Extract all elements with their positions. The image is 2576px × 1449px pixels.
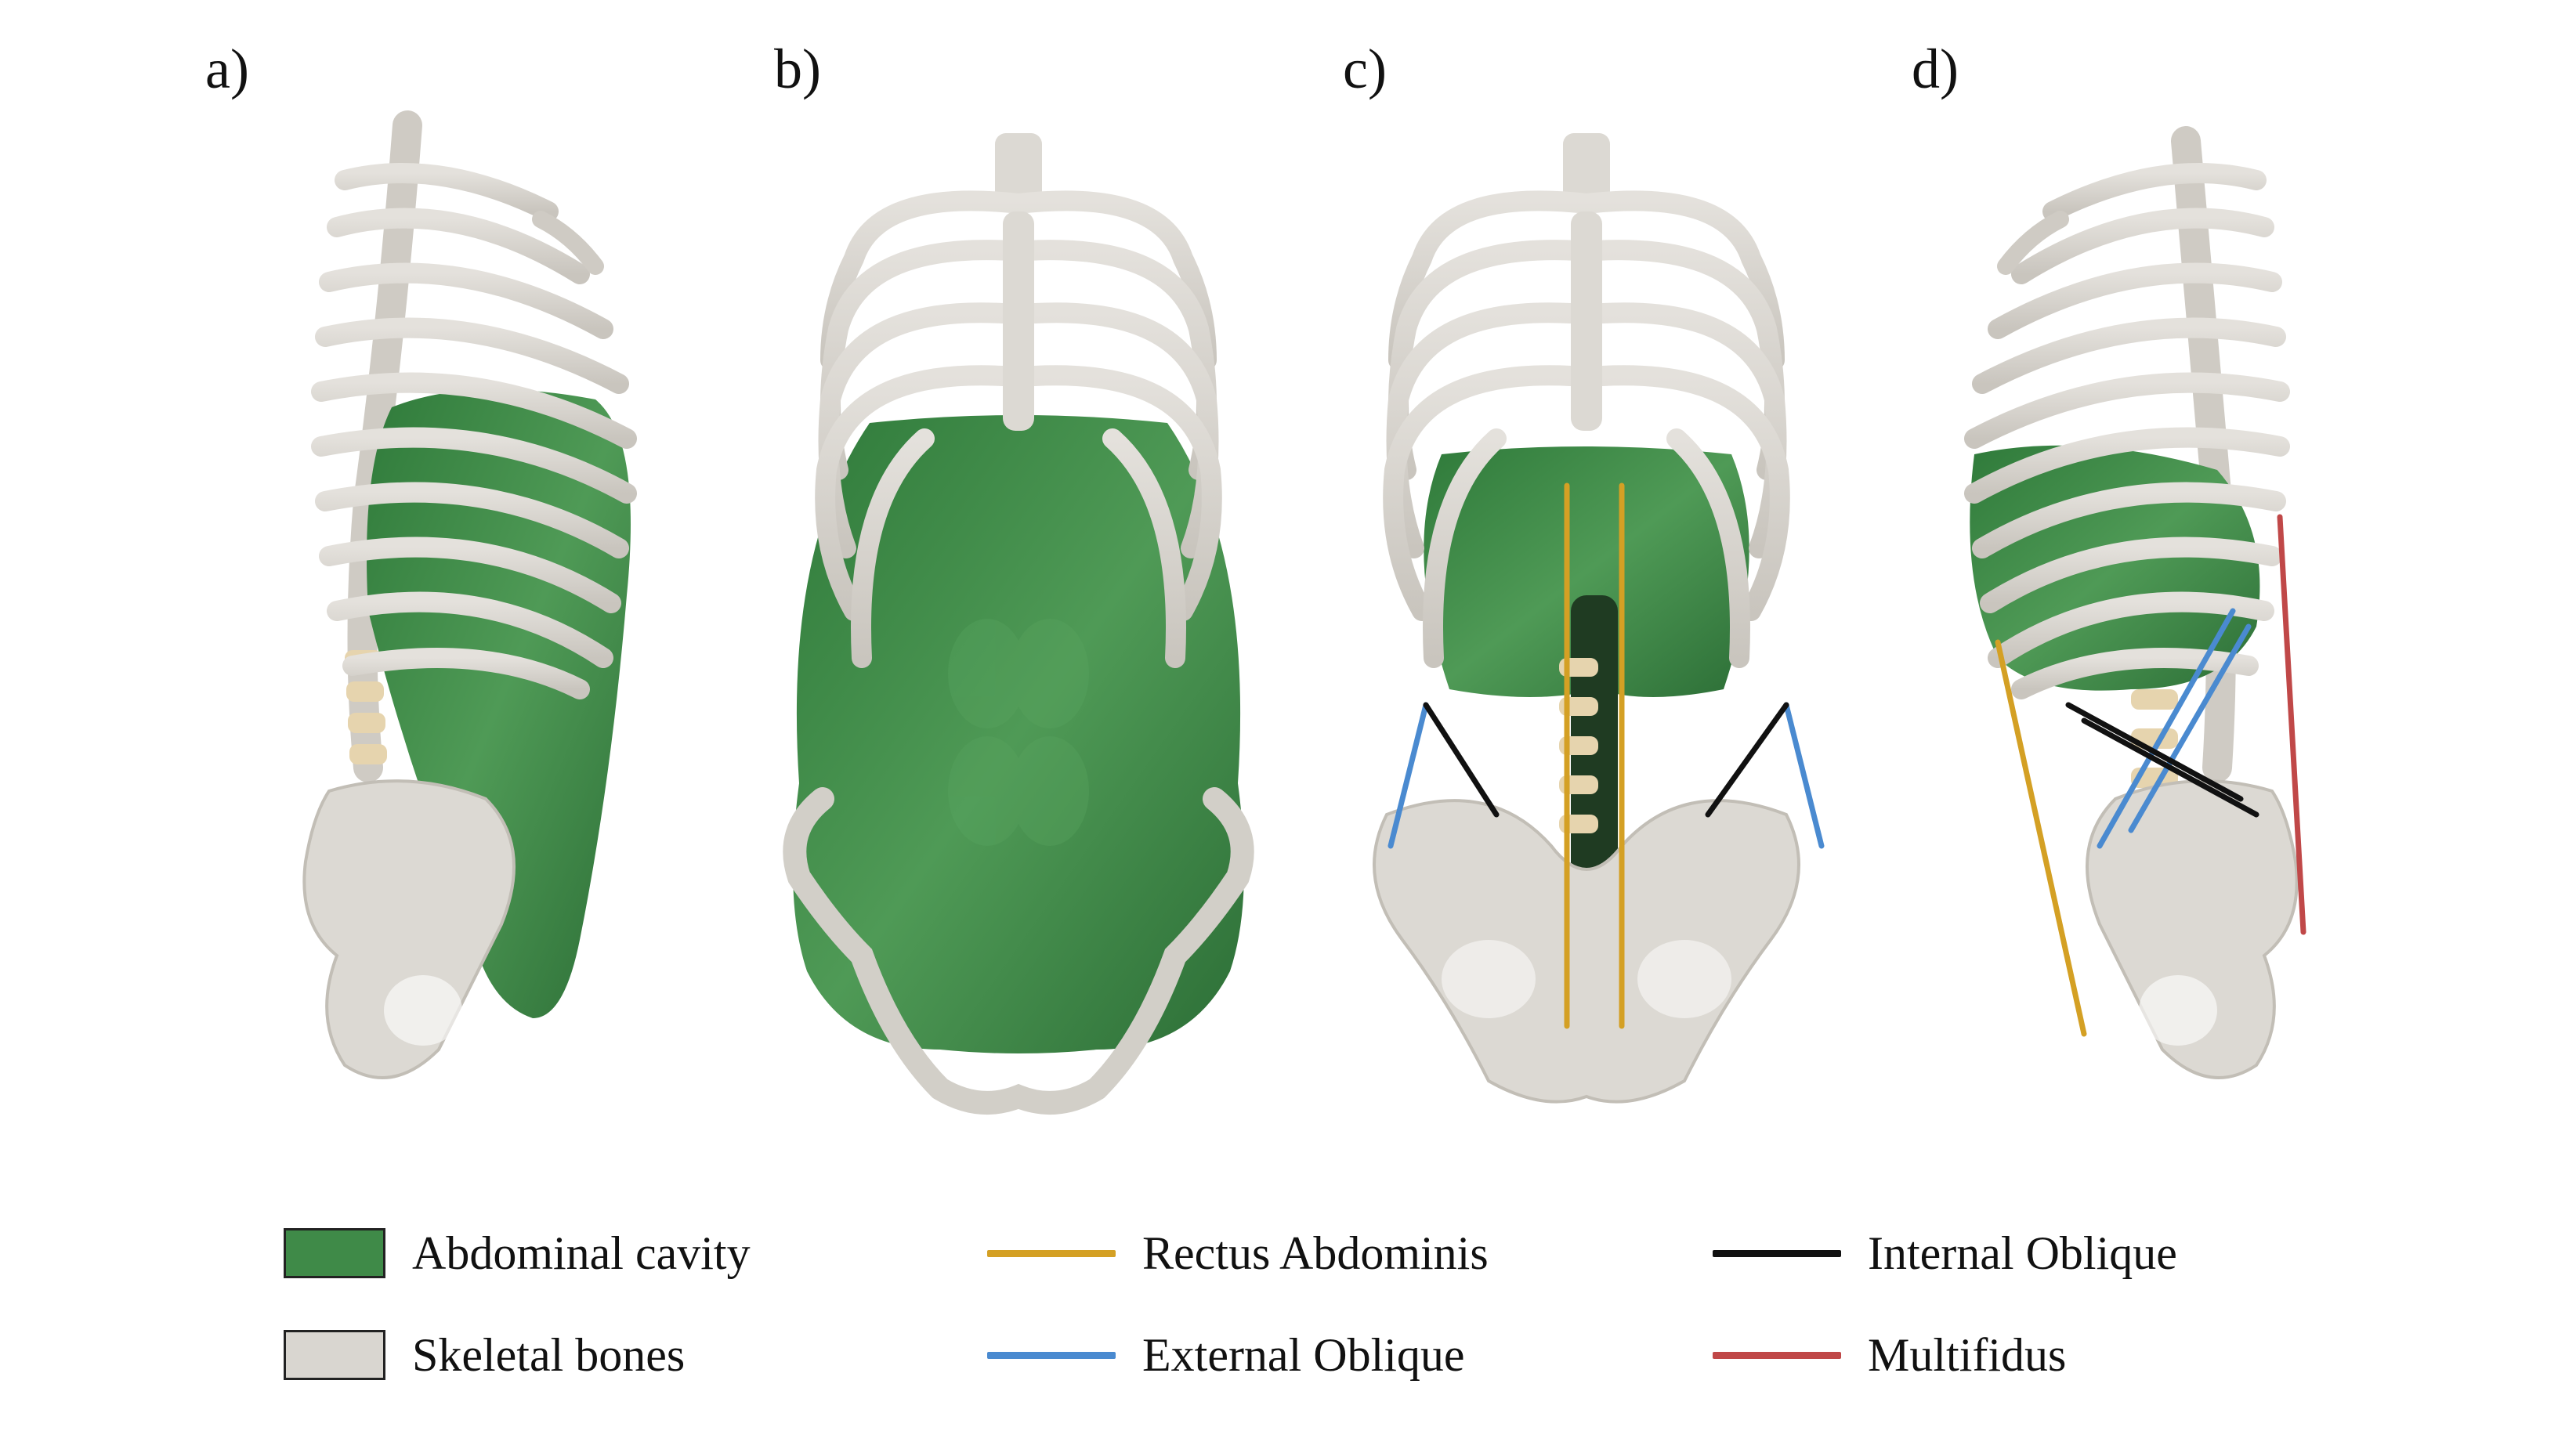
ribcage-a (311, 163, 637, 699)
internal-oblique-left (1423, 702, 1500, 818)
legend-label-rectus-abdominis: Rectus Abdominis (1142, 1227, 1489, 1279)
panel-d-model (1964, 126, 2306, 1079)
multifidus-d (2277, 514, 2306, 935)
panel-label-a: a) (205, 38, 249, 100)
legend-label-external-oblique: External Oblique (1142, 1328, 1465, 1381)
legend-item-multifidus: Multifidus (1713, 1324, 2066, 1386)
legend-item-skeletal-bones: Skeletal bones (284, 1324, 685, 1386)
muscle-lines-d (1995, 514, 2306, 1037)
ribcage-c (1383, 190, 1790, 668)
panel-label-b: b) (774, 38, 821, 100)
panel-b-model (783, 133, 1254, 1115)
legend-label-abdominal-cavity: Abdominal cavity (412, 1227, 751, 1279)
anatomy-figure (302, 110, 2306, 1115)
panel-label-c: c) (1343, 38, 1387, 100)
external-oblique-left (1387, 702, 1429, 849)
pelvis-b (783, 787, 1254, 1115)
legend-swatch-internal-oblique (1713, 1249, 1841, 1257)
internal-oblique-d1 (2065, 702, 2244, 802)
external-oblique-d1 (2097, 608, 2236, 849)
legend-swatch-abdominal-cavity (284, 1228, 385, 1278)
external-oblique-d2 (2128, 623, 2252, 833)
legend-item-internal-oblique: Internal Oblique (1713, 1222, 2177, 1285)
legend-label-multifidus: Multifidus (1868, 1328, 2067, 1381)
legend-swatch-multifidus (1713, 1351, 1841, 1359)
internal-oblique-right (1705, 702, 1789, 818)
legend-swatch-skeletal-bones (284, 1330, 385, 1380)
sternum-c (1571, 211, 1602, 431)
legend-item-abdominal-cavity: Abdominal cavity (284, 1222, 751, 1285)
legend-swatch-rectus-abdominis (987, 1249, 1116, 1257)
legend-label-internal-oblique: Internal Oblique (1868, 1227, 2177, 1279)
rectus-abdominis-d (1995, 639, 2087, 1037)
sternum-b (1003, 211, 1034, 431)
panel-c-model (1373, 133, 1825, 1104)
legend-swatch-external-oblique (987, 1351, 1116, 1359)
ribcage-b (815, 190, 1222, 668)
muscle-lines-c (1387, 482, 1825, 1029)
legend-item-external-oblique: External Oblique (987, 1324, 1465, 1386)
panel-label-d: d) (1912, 38, 1959, 100)
pelvis-c (1373, 799, 1800, 1104)
external-oblique-right (1783, 702, 1825, 849)
abdominal-cavity-b (793, 415, 1244, 1053)
legend-item-rectus-abdominis: Rectus Abdominis (987, 1222, 1489, 1285)
legend-label-skeletal-bones: Skeletal bones (412, 1328, 686, 1381)
panel-a-model (302, 110, 637, 1079)
internal-oblique-d2 (2081, 717, 2259, 818)
ribcage-d (1964, 163, 2290, 699)
